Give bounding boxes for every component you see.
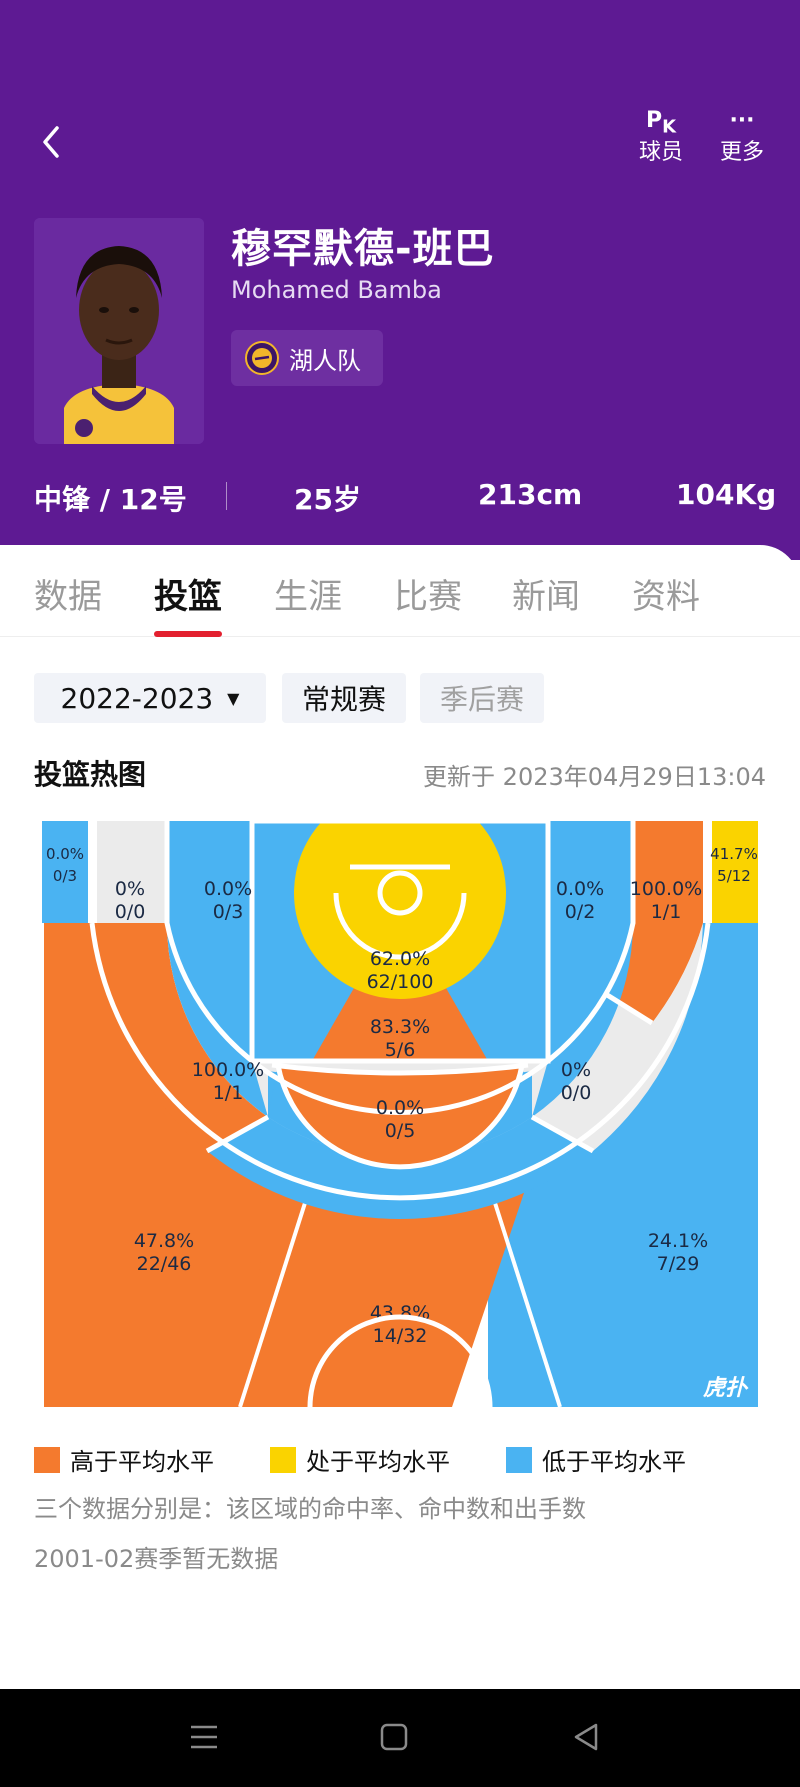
legend-swatch-average xyxy=(270,1446,296,1473)
shot-heatmap: 0.0% 0/3 0% 0/0 0.0% 0/3 62.0% 62/100 0.… xyxy=(42,821,758,1407)
team-chip[interactable]: 湖人队 xyxy=(231,330,383,386)
zone-free-throw xyxy=(312,981,488,1061)
legend-below: 低于平均水平 xyxy=(506,1442,686,1477)
player-bio-row: 中锋 / 12号 25岁 213cm 104Kg xyxy=(0,470,800,520)
player-header: PK 球员 ··· 更多 穆罕默德-班巴 Mohamed Bamba 湖人队 xyxy=(0,0,800,560)
back-triangle-icon xyxy=(574,1723,598,1751)
lakers-logo-icon xyxy=(245,341,279,375)
zone-left-short-mid xyxy=(167,821,268,1117)
more-dots-icon: ··· xyxy=(729,108,755,133)
tab-stats[interactable]: 数据 xyxy=(34,577,102,617)
legend-label-average: 处于平均水平 xyxy=(306,1448,450,1476)
label-right-corner-three-pct: 41.7% xyxy=(710,845,758,863)
shot-heatmap-svg: 0.0% 0/3 0% 0/0 0.0% 0/3 62.0% 62/100 0.… xyxy=(42,821,758,1407)
home-nav-button[interactable] xyxy=(374,1717,414,1757)
team-name: 湖人队 xyxy=(289,346,361,375)
label-top-three-ma: 14/32 xyxy=(373,1325,428,1347)
more-button[interactable]: ··· 更多 xyxy=(707,104,777,168)
player-compare-label: 球员 xyxy=(638,140,683,165)
legend-label-below: 低于平均水平 xyxy=(542,1448,686,1476)
tab-games[interactable]: 比赛 xyxy=(394,577,462,617)
back-nav-button[interactable] xyxy=(566,1717,606,1757)
zone-right-corner-three xyxy=(712,821,758,923)
menu-nav-button[interactable] xyxy=(184,1717,224,1757)
label-left-wing-long-two-pct: 100.0% xyxy=(192,1059,264,1081)
label-right-wing-long-two-pct: 0% xyxy=(561,1059,591,1081)
legend-swatch-below xyxy=(506,1446,532,1473)
label-right-corner-three-ma: 5/12 xyxy=(717,867,751,885)
label-right-wing-three-pct: 24.1% xyxy=(648,1230,708,1252)
tab-profile[interactable]: 资料 xyxy=(632,577,700,617)
label-top-long-two-pct: 0.0% xyxy=(376,1097,424,1119)
player-photo xyxy=(34,218,204,444)
tab-bar: 数据 投篮 生涯 比赛 新闻 资料 xyxy=(0,545,800,637)
tab-shooting[interactable]: 投篮 xyxy=(154,577,222,617)
position-number: 中锋 / 12号 xyxy=(34,483,187,516)
system-nav-bar xyxy=(0,1689,800,1787)
label-right-wing-three-ma: 7/29 xyxy=(657,1253,700,1275)
playoffs-button[interactable]: 季后赛 xyxy=(420,673,544,723)
label-right-baseline-long-two-ma: 1/1 xyxy=(651,901,682,923)
label-top-long-two-ma: 0/5 xyxy=(385,1120,416,1142)
divider xyxy=(226,482,227,510)
regular-season-button[interactable]: 常规赛 xyxy=(282,673,406,723)
dropdown-arrow-icon: ▼ xyxy=(227,688,240,708)
hupu-watermark: 虎扑 xyxy=(703,1376,749,1401)
label-right-short-mid-pct: 0.0% xyxy=(556,878,604,900)
zone-left-corner-three xyxy=(42,821,88,923)
height: 213cm xyxy=(478,478,583,511)
season-value: 2022-2023 xyxy=(60,681,214,715)
zone-top-three xyxy=(240,1181,528,1407)
pk-icon: PK xyxy=(645,108,677,138)
legend-swatch-above xyxy=(34,1446,60,1473)
more-label: 更多 xyxy=(719,140,764,165)
zone-left-wing-long-two xyxy=(97,923,268,1151)
label-left-short-mid-ma: 0/3 xyxy=(213,901,244,923)
content-card: 数据 投篮 生涯 比赛 新闻 资料 2022-2023 ▼ 常规赛 季后赛 投篮… xyxy=(0,545,800,1687)
label-left-short-mid-pct: 0.0% xyxy=(204,878,252,900)
heatmap-note: 三个数据分别是：该区域的命中率、命中数和出手数 xyxy=(34,1495,586,1523)
active-tab-indicator xyxy=(154,631,222,637)
label-right-short-mid-ma: 0/2 xyxy=(565,901,596,923)
tab-news[interactable]: 新闻 xyxy=(512,577,580,617)
home-square-icon xyxy=(380,1723,408,1751)
label-right-wing-long-two-ma: 0/0 xyxy=(561,1082,592,1104)
player-compare-button[interactable]: PK 球员 xyxy=(626,104,696,168)
label-right-baseline-long-two-pct: 100.0% xyxy=(630,878,702,900)
player-name-en: Mohamed Bamba xyxy=(231,276,442,304)
chevron-left-icon xyxy=(43,126,59,158)
age: 25岁 xyxy=(294,483,361,516)
zone-right-baseline-long-two xyxy=(604,821,703,1023)
update-time: 更新于 2023年04月29日13:04 xyxy=(423,763,766,791)
label-left-corner-three-ma: 0/3 xyxy=(53,867,77,885)
zone-right-wing-long-two xyxy=(532,923,703,1151)
player-name-cn: 穆罕默德-班巴 xyxy=(231,226,495,272)
menu-icon xyxy=(191,1725,217,1749)
heatmap-title: 投篮热图 xyxy=(34,758,147,791)
legend-above: 高于平均水平 xyxy=(34,1442,214,1477)
label-restricted-pct: 62.0% xyxy=(370,948,430,970)
zone-right-short-mid xyxy=(532,821,633,1117)
label-left-baseline-long-two-pct: 0% xyxy=(115,878,145,900)
season-select[interactable]: 2022-2023 ▼ xyxy=(34,673,266,723)
zone-restricted xyxy=(294,821,506,999)
label-left-wing-three-pct: 47.8% xyxy=(134,1230,194,1252)
label-left-corner-three-pct: 0.0% xyxy=(46,845,84,863)
back-button[interactable] xyxy=(30,118,70,166)
label-left-baseline-long-two-ma: 0/0 xyxy=(115,901,146,923)
label-free-throw-ma: 5/6 xyxy=(385,1039,416,1061)
legend-label-above: 高于平均水平 xyxy=(70,1448,214,1476)
tab-career[interactable]: 生涯 xyxy=(274,577,342,617)
legend-average: 处于平均水平 xyxy=(270,1442,450,1477)
label-left-wing-long-two-ma: 1/1 xyxy=(213,1082,244,1104)
label-restricted-ma: 62/100 xyxy=(367,971,434,993)
no-data-note: 2001-02赛季暂无数据 xyxy=(34,1545,279,1573)
label-free-throw-pct: 83.3% xyxy=(370,1016,430,1038)
label-left-wing-three-ma: 22/46 xyxy=(137,1253,192,1275)
weight: 104Kg xyxy=(676,478,777,511)
